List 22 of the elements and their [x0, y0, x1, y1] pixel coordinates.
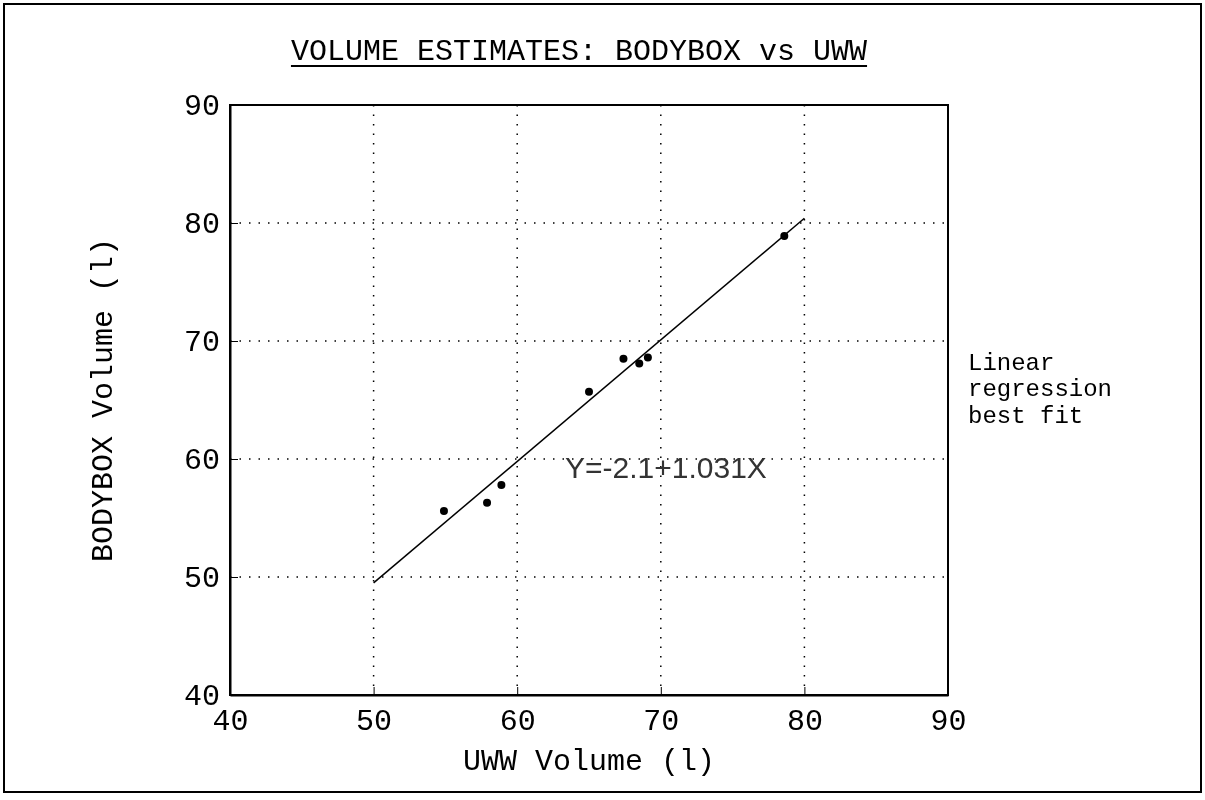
annotation: Y=-2.1+1.031X	[565, 451, 767, 484]
y-tick-label: 50	[183, 562, 220, 597]
point	[635, 359, 644, 368]
y-tick-label: 90	[183, 90, 220, 125]
y-tick-label: 80	[183, 208, 220, 243]
point	[585, 387, 593, 396]
point	[643, 353, 652, 362]
x-tick-label: 60	[499, 705, 536, 740]
x-tick-label: 90	[930, 705, 967, 740]
x-tick-label: 50	[356, 705, 393, 740]
point	[483, 498, 492, 507]
y-tick-label: 60	[183, 444, 220, 479]
chart-title: VOLUME ESTIMATES: BODYBOX vs UWW	[290, 35, 868, 69]
x-axis-title: UWW Volume (l)	[462, 745, 716, 779]
point	[497, 480, 506, 489]
x-tick-label: 80	[786, 705, 823, 740]
point	[619, 354, 628, 363]
point	[439, 506, 448, 515]
y-axis-title: BODYBOX Volume (l)	[87, 237, 121, 563]
y-tick-label: 70	[183, 326, 220, 361]
x-tick-label: 70	[643, 705, 680, 740]
text: Linear regression best fit	[968, 350, 1113, 430]
